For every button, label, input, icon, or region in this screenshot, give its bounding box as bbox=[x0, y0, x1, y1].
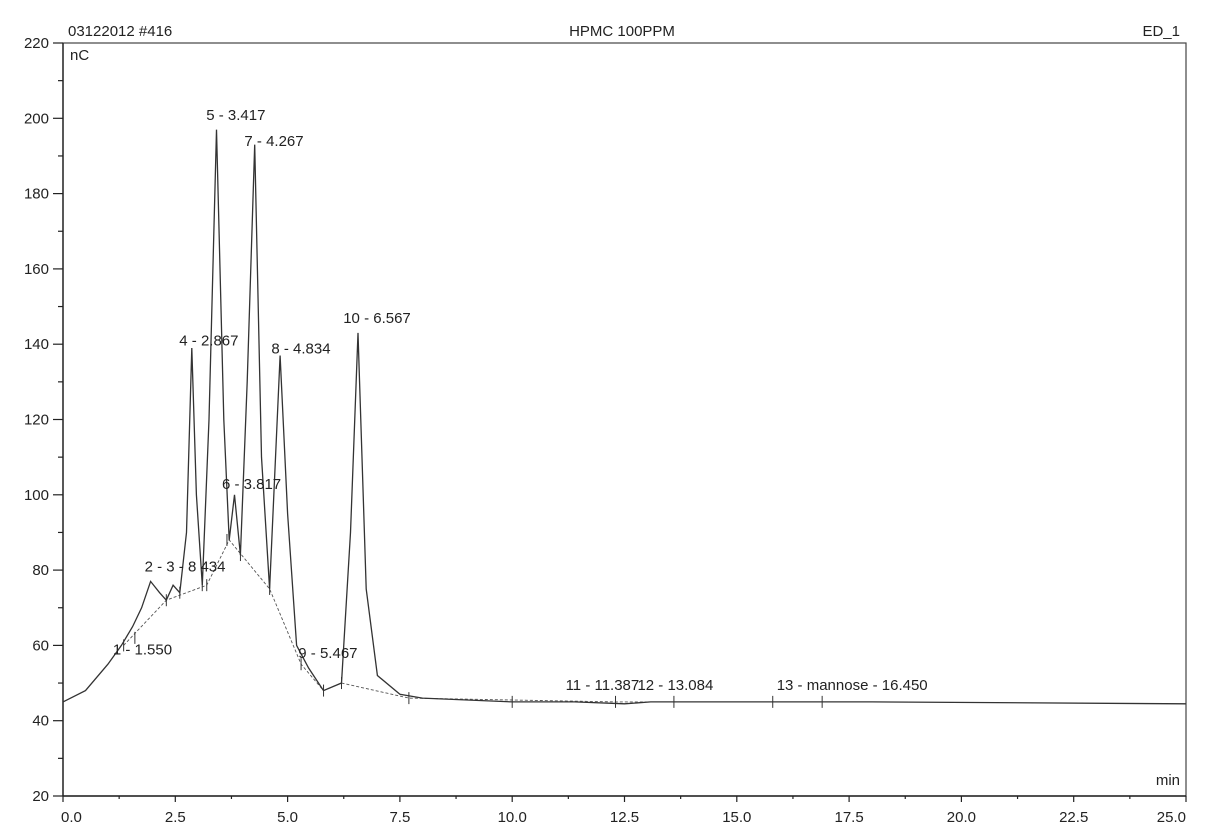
peak-label: 2 - 3 - 8 434 bbox=[145, 559, 226, 576]
peak-label: 13 - mannose - 16.450 bbox=[777, 677, 928, 694]
x-tick-label: 10.0 bbox=[498, 809, 527, 826]
y-tick-label: 120 bbox=[24, 412, 49, 429]
x-tick-label: 17.5 bbox=[834, 809, 863, 826]
series-line bbox=[62, 129, 1187, 705]
peak-label: 1 - 1.550 bbox=[113, 641, 172, 658]
y-tick-label: 100 bbox=[24, 487, 49, 504]
x-axis-label: min bbox=[1156, 772, 1180, 789]
header-channel: ED_1 bbox=[1142, 23, 1180, 40]
x-tick-label: 2.5 bbox=[165, 809, 186, 826]
x-tick-label: 7.5 bbox=[389, 809, 410, 826]
y-tick-label: 160 bbox=[24, 261, 49, 278]
y-tick-label: 180 bbox=[24, 186, 49, 203]
x-tick-label: 15.0 bbox=[722, 809, 751, 826]
peak-label: 5 - 3.417 bbox=[206, 107, 265, 124]
tick-marks: 0.0 2.5 5.0 7.5 10.0 12.5 15.0 17.5 20.0 22.5 25.0… bbox=[24, 35, 1187, 826]
baseline-path bbox=[123, 539, 823, 703]
x-tick-label: 5.0 bbox=[277, 809, 298, 826]
x-tick-label: 12.5 bbox=[610, 809, 639, 826]
peak-label: 8 - 4.834 bbox=[271, 340, 330, 357]
baseline-segments bbox=[123, 539, 823, 703]
header-sample-id: 03122012 #416 bbox=[68, 23, 172, 40]
y-tick-label: 80 bbox=[32, 562, 49, 579]
chart-title: HPMC 100PPM bbox=[569, 23, 675, 40]
peak-label: 11 - 11.387 bbox=[566, 677, 640, 694]
peak-markers bbox=[123, 533, 823, 708]
peak-label: 10 - 6.567 bbox=[343, 310, 411, 327]
y-tick-label: 200 bbox=[24, 110, 49, 127]
peak-label: 4 - 2.867 bbox=[179, 333, 238, 350]
x-tick-label: 25.0 bbox=[1157, 809, 1186, 826]
y-tick-label: 220 bbox=[24, 35, 49, 52]
x-tick-label: 0.0 bbox=[61, 809, 82, 826]
peak-label: 9 - 5.467 bbox=[298, 645, 357, 662]
peak-labels: 1 - 1.550 2 - 3 - 8 434 4 - 2.867 5 - 3.417… bbox=[113, 107, 928, 694]
x-tick-label: 22.5 bbox=[1059, 809, 1088, 826]
peak-label: 6 - 3.817 bbox=[222, 476, 281, 493]
y-tick-label: 20 bbox=[32, 788, 49, 805]
y-tick-label: 60 bbox=[32, 637, 49, 654]
peak-label: 7 - 4.267 bbox=[244, 133, 303, 150]
y-tick-label: 40 bbox=[32, 713, 49, 730]
y-tick-label: 140 bbox=[24, 336, 49, 353]
y-axis-label: nC bbox=[70, 47, 89, 64]
x-tick-label: 20.0 bbox=[947, 809, 976, 826]
peak-label: 12 - 13.084 bbox=[637, 677, 713, 694]
